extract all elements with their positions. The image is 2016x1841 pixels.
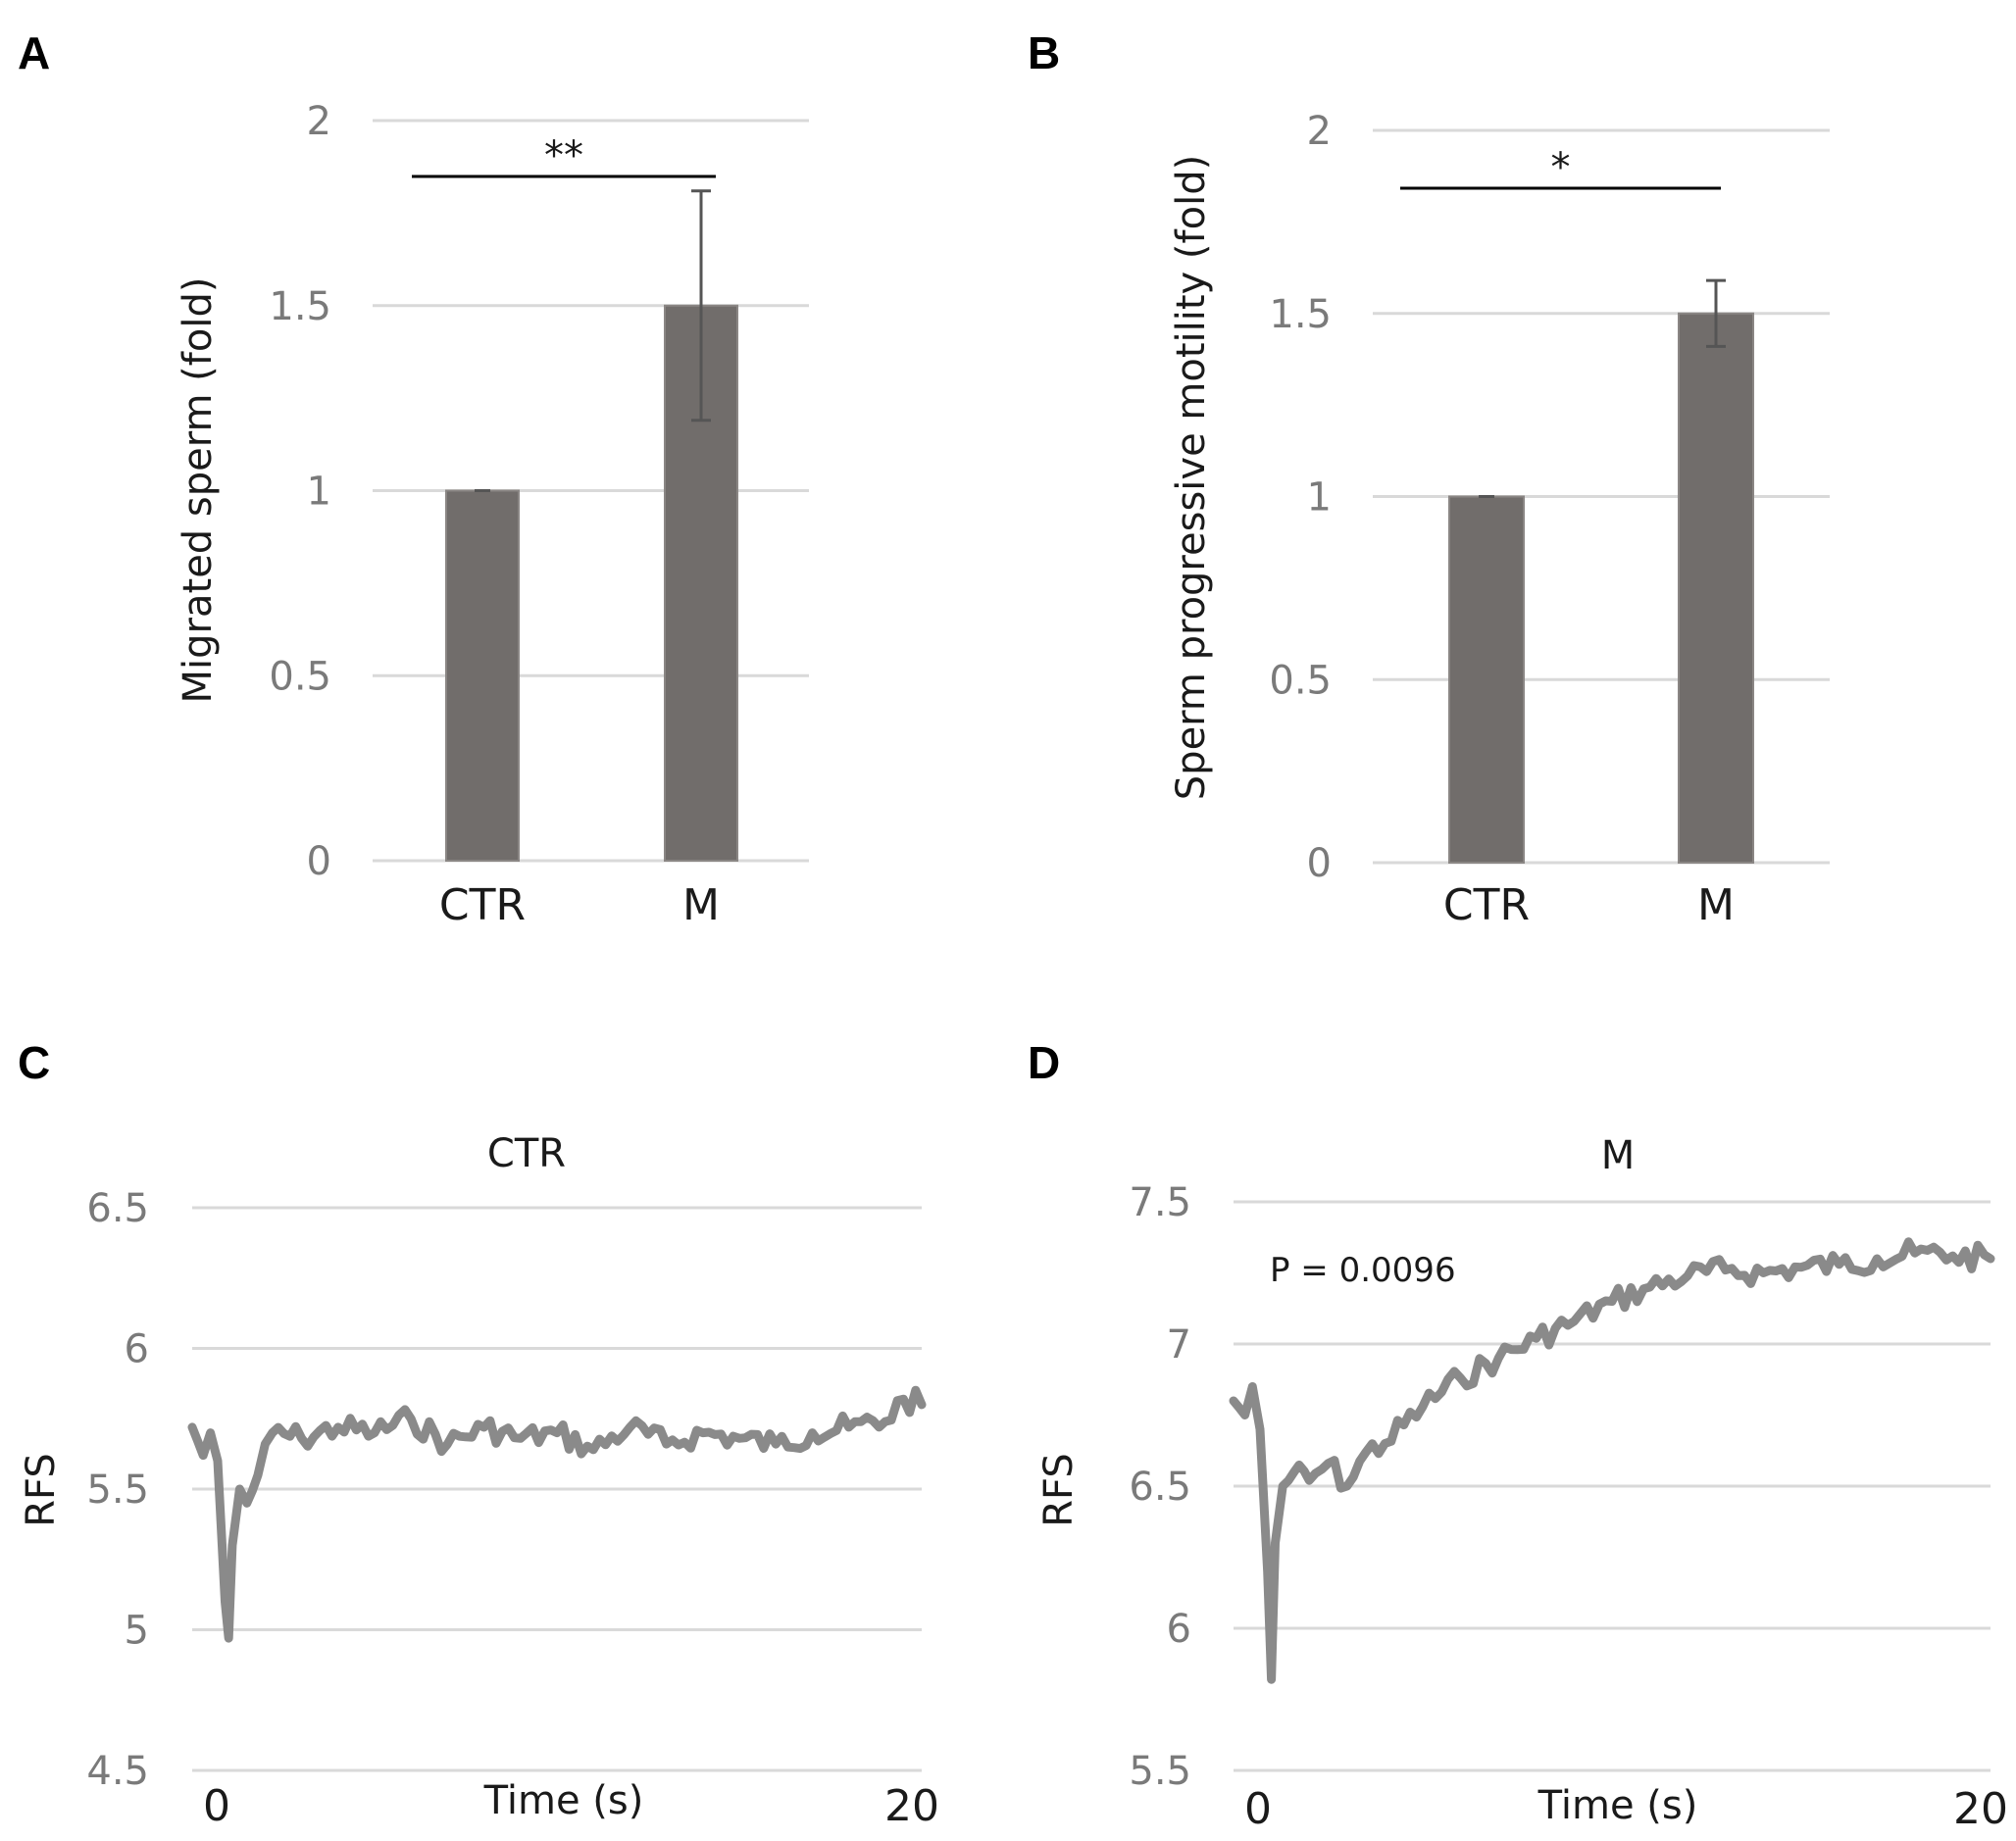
y-tick-label: 6 — [125, 1327, 149, 1372]
chart-title: M — [1601, 1133, 1636, 1178]
series-line — [187, 1385, 927, 1643]
y-tick-label: 1.5 — [1269, 292, 1332, 337]
y-tick-label: 0 — [1307, 841, 1332, 886]
panel-label-d: D — [1028, 1037, 1060, 1088]
y-tick-label: 0 — [307, 839, 331, 884]
x-tick-label: 0 — [203, 1781, 230, 1831]
x-category-label: CTR — [439, 880, 526, 930]
x-axis-title: Time (s) — [483, 1778, 644, 1823]
y-tick-label: 5.5 — [86, 1468, 149, 1513]
x-category-label: CTR — [1443, 880, 1530, 930]
line-chart-c: 4.5 5 5.5 6 6.5 0 20 CTR Time (s) RFS — [19, 1131, 939, 1831]
y-axis-title: Sperm progressive motility (fold) — [1169, 155, 1214, 800]
y-axis-title: RFS — [1036, 1453, 1082, 1527]
x-category-label: M — [682, 880, 720, 930]
bar-chart-a: 0 0.5 1 1.5 2 CTR M ** Migrated sperm (fold) — [176, 99, 809, 930]
y-tick-label: 0.5 — [269, 654, 331, 699]
y-tick-label: 7.5 — [1129, 1180, 1191, 1225]
x-axis-title: Time (s) — [1537, 1783, 1698, 1828]
bar-ctr — [1448, 495, 1525, 864]
significance-marker: ** — [544, 133, 583, 178]
bar-chart-b: 0 0.5 1 1.5 2 CTR M * Sperm progressive motil… — [1169, 109, 1830, 930]
y-tick-label: 2 — [307, 99, 331, 144]
x-tick-label: 20 — [1953, 1784, 2008, 1834]
y-tick-label: 6.5 — [86, 1186, 149, 1231]
y-axis-title: RFS — [19, 1453, 64, 1527]
bar-m — [1678, 312, 1754, 864]
y-tick-label: 7 — [1167, 1322, 1191, 1368]
y-tick-label: 1 — [1307, 475, 1332, 521]
y-tick-label: 6.5 — [1129, 1465, 1191, 1510]
y-axis-title: Migrated sperm (fold) — [176, 277, 221, 704]
panel-label-b: B — [1028, 27, 1060, 78]
y-tick-label: 4.5 — [86, 1749, 149, 1794]
y-tick-label: 1.5 — [269, 284, 331, 329]
significance-marker: * — [1551, 145, 1571, 190]
panel-label-c: C — [18, 1037, 50, 1088]
line-chart-d: 5.5 6 6.5 7 7.5 0 20 M Time (s) RFS P = 0.009… — [1036, 1133, 2008, 1834]
y-tick-label: 0.5 — [1269, 658, 1332, 703]
y-tick-label: 5 — [125, 1609, 149, 1654]
x-tick-label: 20 — [884, 1781, 939, 1831]
p-value-annotation: P = 0.0096 — [1270, 1251, 1456, 1290]
y-tick-label: 6 — [1167, 1607, 1191, 1652]
y-tick-label: 5.5 — [1129, 1749, 1191, 1794]
x-tick-label: 0 — [1244, 1784, 1272, 1834]
panel-label-a: A — [18, 27, 50, 78]
series-line — [1229, 1237, 1995, 1684]
y-tick-label: 2 — [1307, 109, 1332, 154]
chart-title: CTR — [487, 1131, 566, 1176]
bar-ctr — [445, 489, 520, 862]
x-category-label: M — [1697, 880, 1735, 930]
y-tick-label: 1 — [307, 470, 331, 515]
